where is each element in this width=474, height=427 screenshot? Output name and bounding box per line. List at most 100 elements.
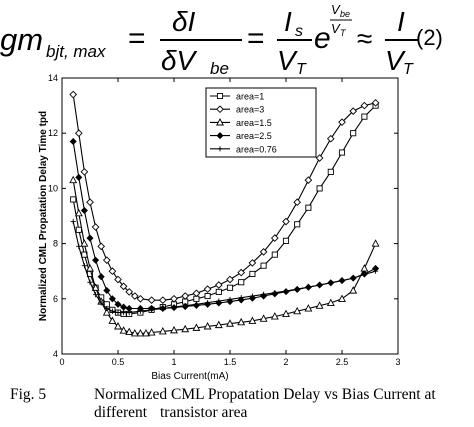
eq-equals-2: = [247, 22, 265, 55]
data-point-diamond [136, 294, 145, 303]
data-point-plus [70, 218, 76, 225]
legend-marker-filled-diamond [216, 132, 224, 140]
x-tick-label: 0.5 [112, 357, 125, 367]
data-point-square [361, 113, 368, 120]
data-point-square [338, 149, 346, 156]
legend-label: area=1 [236, 92, 264, 102]
data-point-filled-diamond [69, 137, 77, 146]
data-point-square [305, 204, 312, 211]
data-point-filled-diamond [80, 206, 88, 215]
legend-marker-square [216, 92, 224, 100]
data-point-diamond [270, 234, 279, 242]
data-point-diamond [119, 282, 128, 291]
data-point-triangle [304, 304, 313, 312]
legend-label: area=0.76 [236, 144, 277, 154]
data-point-diamond [181, 292, 190, 300]
data-point-plus [104, 305, 110, 312]
data-point-triangle [125, 327, 134, 335]
eq-lhs: gm [0, 22, 43, 57]
eq-frac3-den-sub: T [403, 61, 414, 74]
data-point-diamond [338, 118, 346, 126]
data-point-plus [305, 284, 311, 290]
data-point-plus [160, 305, 166, 312]
data-point-plus [283, 288, 289, 294]
data-point-diamond [130, 292, 139, 300]
data-point-square [271, 251, 278, 258]
data-point-plus [76, 243, 82, 249]
data-point-plus [249, 293, 255, 299]
data-point-square [282, 237, 290, 244]
data-point-triangle [114, 322, 122, 330]
data-point-diamond [192, 289, 201, 298]
data-point-triangle [338, 294, 346, 302]
data-point-plus [81, 263, 87, 269]
data-point-triangle [74, 208, 83, 217]
data-point-triangle [214, 320, 223, 329]
data-point-plus [339, 277, 345, 284]
data-point-plus [87, 279, 93, 285]
eq-equals-1: = [128, 22, 146, 55]
data-point-triangle [226, 319, 234, 327]
data-point-plus [115, 310, 121, 316]
legend-marker-triangle [216, 118, 224, 126]
eq-exp-base: e [314, 22, 331, 55]
y-tick-label: 4 [53, 349, 58, 359]
eq-frac3-den: V [385, 45, 406, 74]
data-point-diamond [349, 107, 358, 115]
caption-line-2: transistor area [160, 404, 248, 421]
data-point-square [294, 221, 301, 228]
eq-exp-num-sub: be [340, 9, 350, 19]
eq-approx: ≈ [357, 23, 372, 54]
data-point-triangle [248, 316, 257, 324]
data-point-plus [137, 308, 143, 314]
data-point-diamond [69, 90, 78, 99]
data-point-diamond [114, 275, 122, 284]
data-point-filled-diamond [97, 273, 105, 281]
data-point-triangle [282, 309, 290, 318]
data-point-square [238, 279, 245, 286]
eq-frac1-num: δI [172, 6, 196, 37]
data-point-triangle [130, 328, 139, 337]
legend-label: area=2.5 [236, 131, 272, 141]
data-point-triangle [119, 326, 128, 334]
eq-frac2-num: I [284, 6, 292, 37]
data-point-diamond [80, 168, 89, 176]
eq-frac2-num-sub: s [295, 23, 303, 40]
data-point-square [226, 284, 234, 291]
equation-2: gm bjt, max = δI δV be = I s V T e V be … [0, 2, 443, 74]
eq-frac3-num: I [397, 6, 405, 37]
data-point-plus [361, 271, 367, 278]
eq-frac2-den: V [277, 45, 298, 74]
data-point-plus [272, 290, 278, 296]
data-point-square [316, 185, 323, 192]
data-point-diamond [214, 281, 223, 289]
data-point-diamond [326, 134, 335, 143]
data-point-diamond [293, 198, 302, 207]
data-point-filled-diamond [120, 303, 128, 311]
y-tick-label: 14 [48, 74, 58, 83]
data-point-plus [373, 268, 379, 274]
data-point-triangle [371, 239, 380, 247]
data-point-triangle [86, 264, 94, 272]
data-point-diamond [304, 176, 313, 184]
x-tick-label: 1 [171, 357, 176, 367]
data-point-triangle [102, 308, 111, 316]
data-point-diamond [282, 217, 290, 226]
data-point-diamond [102, 256, 111, 264]
data-point-square [70, 196, 77, 203]
data-point-square [350, 130, 357, 137]
data-point-triangle [80, 239, 89, 247]
eq-exp-num: V [331, 2, 341, 17]
data-point-plus [93, 292, 99, 298]
data-point-triangle [170, 325, 178, 334]
data-point-triangle [237, 317, 246, 326]
data-point-filled-diamond [108, 295, 116, 303]
data-point-triangle [360, 264, 369, 272]
series-line-diamond [72, 94, 376, 301]
data-point-triangle [315, 301, 324, 309]
eq-lhs-sub: bjt, max [46, 42, 106, 61]
data-point-plus [182, 303, 188, 309]
data-point-plus [205, 300, 211, 306]
x-tick-label: 1.5 [224, 357, 237, 367]
x-tick-label: 3 [395, 357, 400, 367]
